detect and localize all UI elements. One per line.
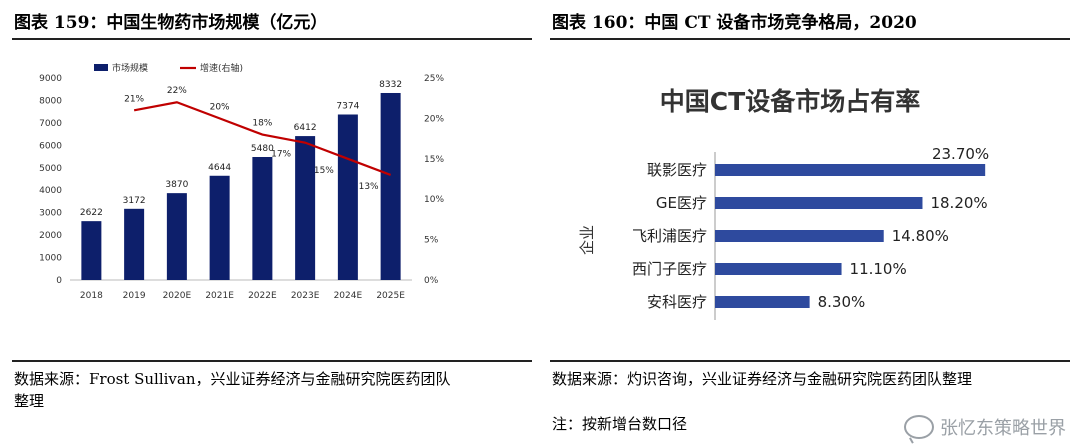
bar-value-label: 4644 [208,163,231,173]
growth-value-label: 15% [314,166,334,176]
share-bar [715,164,986,176]
x-tick-label: 2022E [248,291,277,301]
bar-market-size [252,157,273,280]
y2-tick-label: 0% [424,276,439,286]
y-tick-label: 3000 [39,209,62,219]
y-tick-label: 8000 [39,96,62,106]
bar-value-label: 3870 [165,180,188,190]
category-label: 飞利浦医疗 [632,227,707,245]
x-tick-label: 2023E [291,291,320,301]
bar-market-size [337,114,358,281]
left-source-line2: 整理 [14,392,45,410]
bar-value-label: 7374 [336,101,359,111]
bar-market-size [124,208,145,280]
y-tick-label: 5000 [39,164,62,174]
y2-tick-label: 5% [424,236,439,246]
x-tick-label: 2025E [376,291,405,301]
share-bar [715,230,884,242]
growth-value-label: 13% [359,182,379,192]
y2-tick-label: 15% [424,155,444,165]
share-value-label: 18.20% [930,194,987,212]
right-bottom-rule [550,360,1070,362]
x-tick-label: 2019 [123,291,146,301]
right-source-line1: 数据来源：灼识咨询，兴业证券经济与金融研究院医药团队整理 [552,370,973,388]
y-tick-label: 0 [56,276,62,286]
y-tick-label: 4000 [39,186,62,196]
growth-value-label: 17% [271,150,291,160]
watermark-text: 张忆东策略世界 [940,418,1066,439]
y2-tick-label: 25% [424,74,444,84]
right-source-note: 数据来源：灼识咨询，兴业证券经济与金融研究院医药团队整理 [552,368,1062,390]
share-bar [715,197,923,209]
x-tick-label: 2024E [334,291,363,301]
category-label: 安科医疗 [647,293,707,311]
bar-market-size [209,175,230,280]
share-bar [715,263,842,275]
x-tick-label: 2018 [80,291,103,301]
share-value-label: 11.10% [850,260,907,278]
growth-line [133,101,392,176]
growth-value-label: 22% [167,86,187,96]
left-bottom-rule [12,360,532,362]
share-bar [715,296,810,308]
y-tick-label: 6000 [39,141,62,151]
bar-market-size [380,92,401,280]
chart-title: 中国CT设备市场占有率 [660,87,920,116]
growth-value-label: 21% [124,94,144,104]
bar-value-label: 6412 [294,123,317,133]
bar-value-label: 5480 [251,144,274,154]
x-tick-label: 2021E [205,291,234,301]
y-tick-label: 7000 [39,119,62,129]
left-top-rule [12,38,532,40]
bar-value-label: 8332 [379,80,402,90]
y2-tick-label: 20% [424,114,444,124]
legend-label-growth: 增速(右轴) [200,62,243,74]
share-value-label: 14.80% [892,227,949,245]
category-label: 西门子医疗 [632,260,707,278]
y-tick-label: 1000 [39,254,62,264]
bar-value-label: 2622 [80,208,103,218]
growth-value-label: 20% [210,102,230,112]
left-figure-title: 图表 159：中国生物药市场规模（亿元） [14,13,328,33]
left-source-note: 数据来源：Frost Sullivan，兴业证券经济与金融研究院医药团队 整理 [14,368,514,412]
right-top-rule [550,38,1070,40]
share-value-label: 23.70% [932,145,989,163]
category-label: 联影医疗 [647,161,707,179]
share-value-label: 8.30% [818,293,866,311]
bar-market-size [166,193,187,280]
bar-value-label: 3172 [123,196,146,206]
right-figure-title: 图表 160：中国 CT 设备市场竞争格局，2020 [552,13,917,33]
legend-swatch-market-size [94,64,108,71]
right-footnote: 注：按新增台数口径 [552,415,688,433]
y-tick-label: 9000 [39,74,62,84]
legend-label-market-size: 市场规模 [112,62,148,74]
x-tick-label: 2020E [163,291,192,301]
watermark: 张忆东策略世界 [904,414,1066,440]
wechat-icon [904,415,934,439]
growth-value-label: 18% [252,119,272,129]
y-tick-label: 2000 [39,231,62,241]
category-label: GE医疗 [656,194,707,212]
y2-tick-label: 10% [424,195,444,205]
y-axis-label: 企业 [578,225,596,255]
market-size-chart: 0 1000 2000 3000 4000 5000 6000 7000 8000 9000 0% 5… [39,62,444,301]
bar-market-size [81,221,102,280]
left-source-line1: 数据来源：Frost Sullivan，兴业证券经济与金融研究院医药团队 [14,370,451,388]
bar-market-size [295,136,316,280]
